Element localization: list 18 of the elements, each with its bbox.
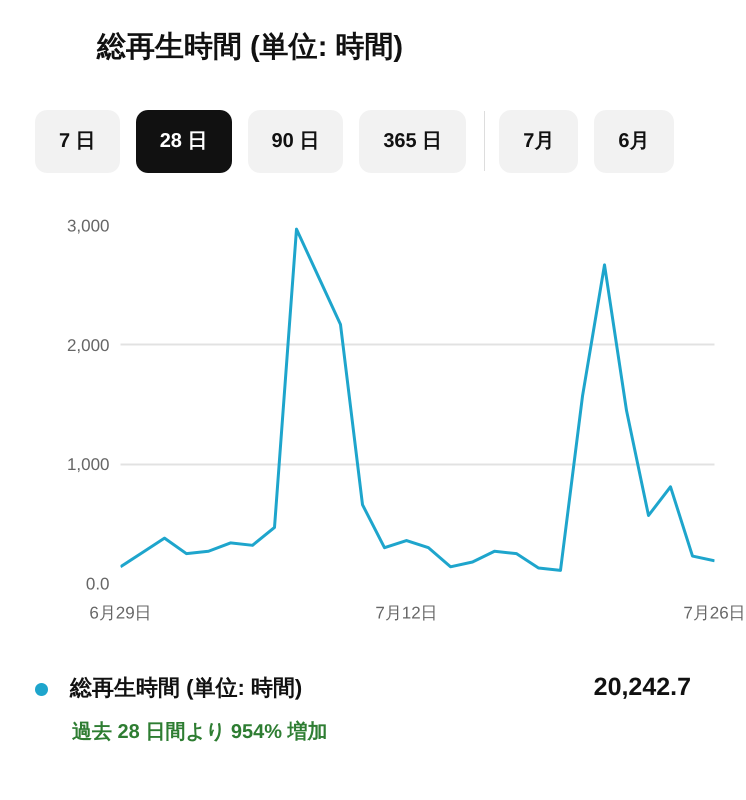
text: 7月 xyxy=(499,110,578,173)
x-tick-label: 7月26日 xyxy=(683,604,746,622)
text: 365 日 xyxy=(359,110,466,173)
chart-title: 総再生時間 (単位: 時間) xyxy=(95,30,404,65)
text: 過去 28 日間より 954% 増加 xyxy=(71,719,329,745)
x-tick-label: 6月29日 xyxy=(89,604,152,622)
text: 90 日 xyxy=(248,110,344,173)
x-tick-label: 7月12日 xyxy=(375,604,438,622)
text: 6月 xyxy=(594,110,674,173)
text: 28 日 xyxy=(136,110,232,173)
legend-label: 総再生時間 (単位: 時間) xyxy=(68,674,302,702)
text: 20,242.7 xyxy=(594,672,691,703)
y-tick-label: 0.0 xyxy=(86,574,110,594)
y-tick-label: 1,000 xyxy=(66,455,110,474)
y-tick-label: 2,000 xyxy=(66,336,110,355)
line-series xyxy=(120,228,714,572)
text: 7 日 xyxy=(35,110,120,173)
y-tick-label: 3,000 xyxy=(66,216,110,236)
